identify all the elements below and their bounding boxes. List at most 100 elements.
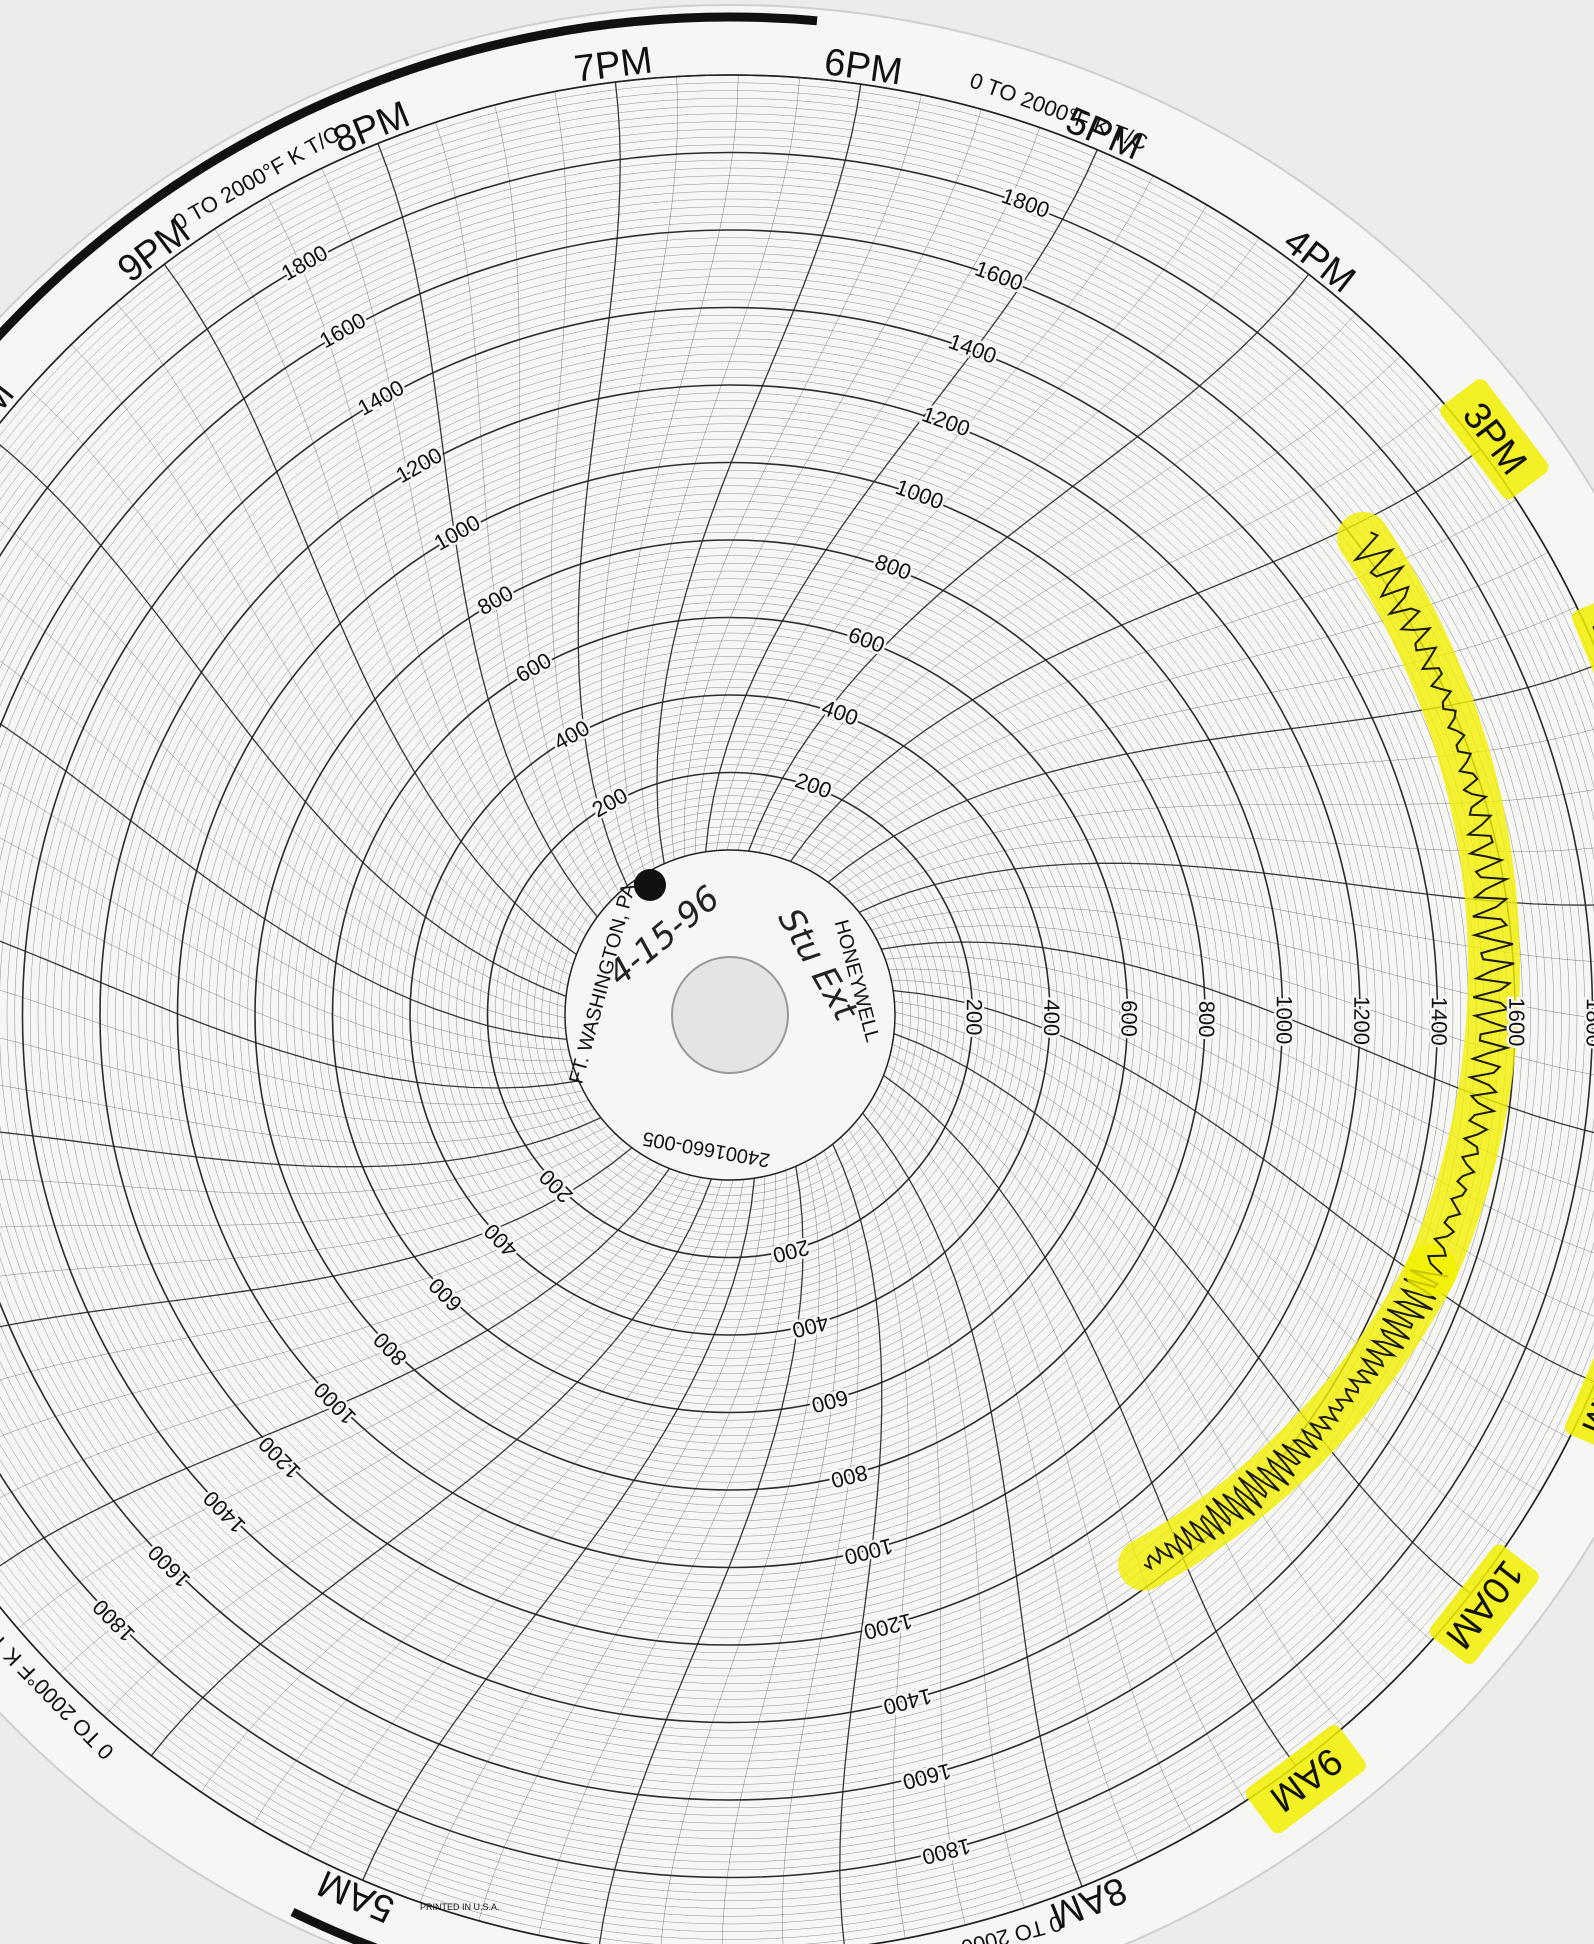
ring-value-label: 1600 (1504, 997, 1529, 1046)
minor-time-arc (769, 355, 1401, 856)
minor-temp-ring (386, 671, 1074, 1359)
minor-temp-ring (0, 128, 1594, 1902)
hour-time-arc (377, 143, 598, 918)
minor-time-arc (889, 1054, 1390, 1686)
highlighter-marks (1245, 379, 1594, 1834)
minor-temp-ring (0, 221, 1524, 1809)
minor-time-arc (894, 1011, 1541, 1493)
minor-time-arc (0, 1159, 651, 1479)
minor-temp-ring (316, 601, 1144, 1429)
minor-time-arc (306, 1179, 744, 1855)
hour-time-arc (0, 883, 579, 1089)
minor-time-arc (737, 237, 1260, 851)
minor-temp-ring (510, 795, 950, 1235)
minor-temp-ring (347, 632, 1113, 1398)
minor-temp-ring (401, 686, 1059, 1344)
bottom-rim-arc (290, 1907, 379, 1944)
hour-time-arc (0, 647, 567, 1041)
minor-temp-ring (270, 555, 1190, 1475)
minor-time-arc (819, 606, 1577, 877)
minor-temp-ring (0, 283, 1462, 1747)
minor-time-arc (671, 94, 922, 860)
minor-temp-ring (293, 578, 1167, 1452)
minor-time-arc (874, 1094, 1194, 1834)
minor-temp-ring (14, 299, 1446, 1731)
minor-temp-ring (308, 593, 1152, 1437)
minor-time-arc (70, 344, 571, 976)
minor-time-arc (0, 704, 569, 1051)
major-temp-ring (176, 461, 1284, 1569)
highlight-box (1245, 1725, 1366, 1834)
hour-highlight (1564, 1327, 1594, 1451)
minor-time-arc (888, 968, 1594, 1267)
hour-time-arc (0, 1168, 671, 1582)
ring-value-label: 400 (1039, 999, 1064, 1036)
minor-time-arc (855, 1121, 1025, 1908)
minor-temp-ring (456, 741, 1004, 1289)
hour-time-arc (163, 263, 577, 956)
hour-time-arc (893, 989, 1594, 1383)
minor-temp-ring (146, 431, 1314, 1599)
minor-temp-ring (370, 655, 1090, 1375)
ring-value-label: 1800 (1581, 998, 1594, 1047)
drive-pin-hole (634, 869, 666, 901)
minor-temp-ring (115, 400, 1345, 1630)
hour-time-arc (747, 273, 1310, 852)
minor-temp-ring (549, 834, 911, 1196)
minor-temp-ring (130, 415, 1330, 1615)
minor-temp-ring (463, 748, 997, 1282)
minor-time-arc (694, 127, 1041, 854)
chart-hub: HONEYWELL FT. WASHINGTON, PA. 24001660-0… (564, 849, 896, 1181)
minor-time-arc (0, 823, 575, 1074)
minor-time-arc (865, 886, 1594, 963)
minor-temp-ring (0, 198, 1547, 1832)
minor-temp-ring (525, 810, 935, 1220)
hour-time-arc (0, 1147, 633, 1368)
minor-time-arc (622, 74, 739, 874)
highlight-box (1440, 379, 1549, 500)
minor-time-arc (640, 77, 800, 869)
major-temp-ring (99, 384, 1361, 1646)
minor-temp-ring (246, 531, 1214, 1499)
minor-time-arc (538, 1170, 789, 1936)
hour-time-arc (0, 435, 567, 998)
hour-time-arc (881, 941, 1594, 1147)
ring-value-label: 200 (962, 999, 987, 1036)
minor-temp-ring (192, 477, 1268, 1553)
minor-temp-ring (231, 516, 1229, 1514)
minor-time-arc (759, 313, 1357, 853)
hour-highlight (1429, 1544, 1539, 1664)
hour-time-arc (862, 1112, 1083, 1887)
highlight-box (1429, 1544, 1539, 1664)
minor-temp-ring (0, 105, 1594, 1925)
minor-temp-ring (285, 570, 1175, 1460)
minor-time-arc (321, 168, 592, 926)
minor-temp-ring (223, 508, 1237, 1522)
minor-temp-ring (68, 353, 1392, 1677)
minor-time-arc (726, 204, 1208, 851)
hour-time-arc (656, 83, 862, 864)
minor-time-arc (848, 1129, 966, 1926)
minor-time-arc (0, 591, 566, 1029)
minor-temp-ring (0, 121, 1594, 1909)
hour-highlight (1440, 379, 1549, 500)
minor-temp-ring (417, 702, 1043, 1328)
minor-temp-ring (169, 454, 1291, 1576)
minor-temp-ring (0, 190, 1555, 1840)
minor-temp-ring (324, 609, 1136, 1421)
printed-in-text: PRINTED IN U.S.A. (420, 1902, 500, 1912)
minor-temp-ring (0, 167, 1578, 1863)
minor-time-arc (0, 1125, 609, 1194)
minor-time-arc (252, 1179, 734, 1826)
minor-temp-ring (0, 90, 1594, 1940)
hour-time-arc (0, 1117, 602, 1168)
hour-time-arc (827, 662, 1594, 883)
minor-time-arc (0, 1133, 616, 1251)
minor-temp-ring (53, 338, 1407, 1692)
minor-time-arc (836, 720, 1594, 890)
minor-time-arc (478, 1173, 777, 1921)
minor-time-arc (0, 1153, 641, 1424)
minor-temp-ring (378, 663, 1082, 1367)
trace-highlight (1337, 511, 1520, 1297)
